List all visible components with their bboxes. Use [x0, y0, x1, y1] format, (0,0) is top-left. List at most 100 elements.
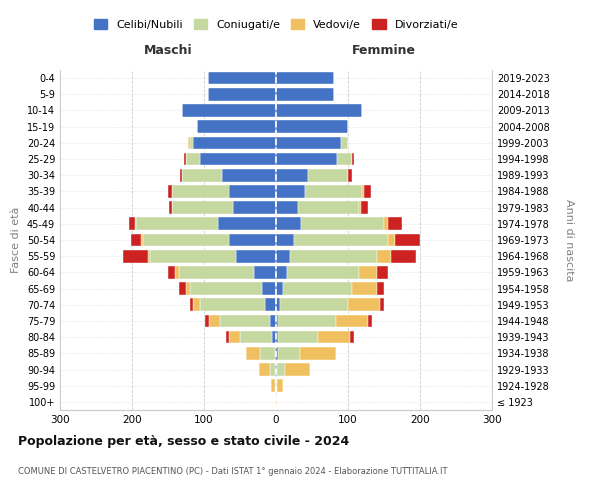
- Bar: [135, 218, 136, 230]
- Bar: [142, 234, 143, 246]
- Bar: [168, 266, 175, 278]
- Bar: [278, 314, 336, 328]
- Bar: [359, 202, 361, 214]
- Bar: [275, 363, 276, 376]
- Bar: [276, 347, 278, 360]
- Bar: [276, 202, 298, 214]
- Bar: [348, 169, 352, 181]
- Bar: [283, 282, 352, 295]
- Bar: [190, 282, 262, 295]
- Bar: [364, 185, 371, 198]
- Bar: [182, 169, 222, 181]
- Bar: [197, 120, 276, 133]
- Bar: [341, 136, 348, 149]
- Legend: Celibi/Nubili, Coniugati/e, Vedovi/e, Divorziati/e: Celibi/Nubili, Coniugati/e, Vedovi/e, Di…: [89, 14, 463, 34]
- Bar: [190, 136, 193, 149]
- Bar: [277, 363, 284, 376]
- Bar: [220, 314, 270, 328]
- Bar: [186, 282, 190, 295]
- Bar: [276, 331, 278, 344]
- Bar: [229, 185, 276, 198]
- Bar: [318, 331, 350, 344]
- Bar: [362, 185, 364, 198]
- Bar: [168, 185, 172, 198]
- Bar: [337, 152, 352, 166]
- Bar: [131, 234, 142, 246]
- Bar: [246, 347, 260, 360]
- Bar: [208, 72, 276, 85]
- Bar: [294, 234, 388, 246]
- Bar: [276, 380, 277, 392]
- Y-axis label: Fasce di età: Fasce di età: [11, 207, 21, 273]
- Bar: [276, 282, 283, 295]
- Bar: [276, 185, 305, 198]
- Bar: [300, 347, 336, 360]
- Bar: [276, 218, 301, 230]
- Bar: [272, 331, 276, 344]
- Bar: [240, 331, 272, 344]
- Bar: [276, 234, 294, 246]
- Bar: [277, 380, 283, 392]
- Bar: [236, 250, 276, 262]
- Bar: [359, 266, 377, 278]
- Bar: [377, 250, 391, 262]
- Bar: [254, 266, 276, 278]
- Bar: [270, 314, 276, 328]
- Bar: [395, 234, 420, 246]
- Text: Maschi: Maschi: [143, 44, 193, 57]
- Bar: [276, 152, 337, 166]
- Bar: [276, 88, 334, 101]
- Bar: [193, 136, 276, 149]
- Bar: [275, 347, 276, 360]
- Bar: [222, 169, 276, 181]
- Bar: [271, 380, 275, 392]
- Bar: [352, 282, 377, 295]
- Bar: [276, 120, 348, 133]
- Bar: [276, 266, 287, 278]
- Bar: [172, 202, 233, 214]
- Bar: [188, 136, 190, 149]
- Bar: [380, 298, 384, 311]
- Bar: [190, 298, 193, 311]
- Bar: [388, 234, 395, 246]
- Bar: [229, 234, 276, 246]
- Bar: [276, 363, 277, 376]
- Bar: [269, 363, 275, 376]
- Bar: [276, 136, 341, 149]
- Bar: [305, 185, 362, 198]
- Bar: [136, 218, 218, 230]
- Bar: [276, 169, 308, 181]
- Bar: [179, 266, 254, 278]
- Bar: [179, 282, 186, 295]
- Bar: [260, 347, 275, 360]
- Bar: [208, 88, 276, 101]
- Bar: [209, 314, 220, 328]
- Bar: [377, 282, 384, 295]
- Bar: [193, 298, 200, 311]
- Bar: [284, 363, 310, 376]
- Bar: [275, 380, 276, 392]
- Bar: [278, 347, 300, 360]
- Bar: [186, 152, 200, 166]
- Text: Popolazione per età, sesso e stato civile - 2024: Popolazione per età, sesso e stato civil…: [18, 435, 349, 448]
- Bar: [182, 104, 276, 117]
- Bar: [148, 250, 150, 262]
- Bar: [276, 298, 280, 311]
- Bar: [276, 72, 334, 85]
- Bar: [377, 266, 388, 278]
- Bar: [276, 396, 277, 408]
- Bar: [122, 250, 148, 262]
- Bar: [276, 104, 362, 117]
- Bar: [361, 202, 368, 214]
- Bar: [276, 250, 290, 262]
- Bar: [308, 169, 348, 181]
- Bar: [175, 266, 179, 278]
- Bar: [218, 218, 276, 230]
- Bar: [368, 314, 372, 328]
- Text: Femmine: Femmine: [352, 44, 416, 57]
- Bar: [143, 234, 229, 246]
- Bar: [265, 298, 276, 311]
- Bar: [352, 152, 354, 166]
- Bar: [184, 152, 186, 166]
- Bar: [290, 250, 377, 262]
